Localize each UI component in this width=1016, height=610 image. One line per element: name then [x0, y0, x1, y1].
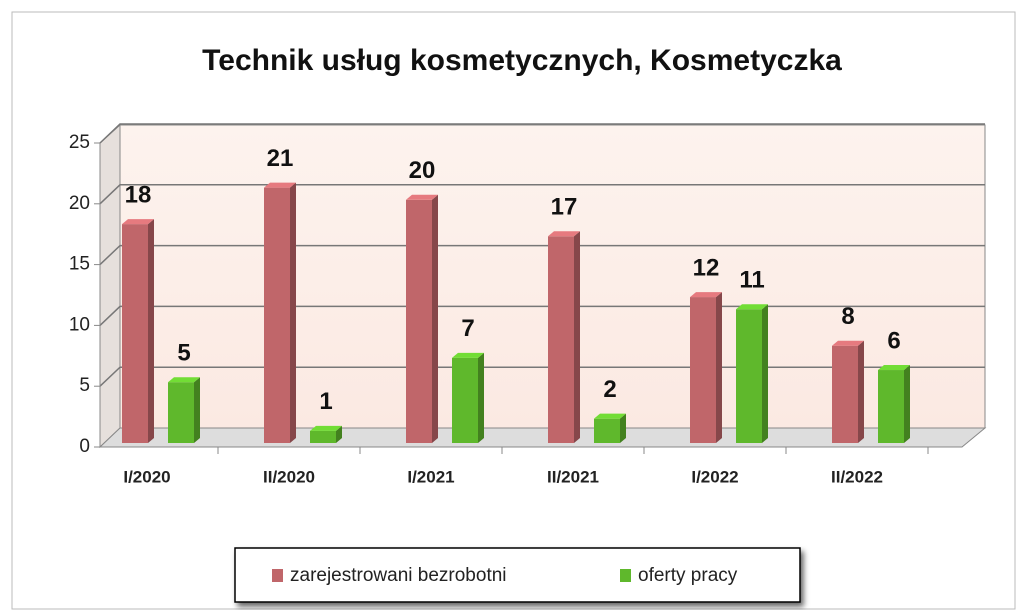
side-wall — [99, 123, 121, 449]
bar-front — [548, 236, 574, 443]
y-tick-label: 10 — [69, 314, 90, 335]
legend: zarejestrowani bezrobotni oferty pracy — [234, 547, 801, 603]
bar-side — [620, 413, 626, 443]
bar-front — [832, 345, 858, 443]
value-label: 7 — [461, 315, 474, 342]
bar-front — [310, 430, 336, 443]
bar-top — [310, 425, 342, 431]
legend-swatch — [272, 569, 283, 582]
bar-side — [148, 219, 154, 443]
y-tick-label: 25 — [69, 132, 90, 153]
y-tick-label: 0 — [79, 436, 90, 457]
bar-side — [858, 340, 864, 443]
bar-side — [478, 352, 484, 443]
bar — [548, 231, 580, 443]
bar-side — [194, 377, 200, 443]
bar-front — [122, 224, 148, 443]
bar-side — [904, 365, 910, 443]
bar — [168, 377, 200, 443]
legend-swatch — [620, 569, 631, 582]
x-tick-label: II/2020 — [263, 467, 315, 486]
bar-top — [594, 413, 626, 419]
legend-label: oferty pracy — [638, 565, 738, 586]
bar — [594, 413, 626, 443]
value-label: 2 — [603, 376, 616, 403]
value-label: 6 — [887, 327, 900, 354]
value-label: 18 — [125, 181, 152, 208]
bar — [832, 340, 864, 443]
bar-top — [264, 182, 296, 188]
bar-front — [690, 297, 716, 443]
bar — [406, 194, 438, 443]
bar-top — [406, 194, 438, 200]
bar — [264, 182, 296, 443]
x-tick-label: I/2020 — [123, 467, 170, 486]
value-label: 12 — [693, 254, 720, 281]
bar-top — [878, 365, 910, 371]
bar-front — [452, 357, 478, 443]
bar — [122, 219, 154, 443]
bar-side — [762, 304, 768, 443]
value-label: 1 — [319, 388, 332, 415]
x-tick-label: II/2021 — [547, 467, 599, 486]
x-tick-label: I/2021 — [407, 467, 454, 486]
grid-line — [99, 244, 985, 266]
value-label: 20 — [409, 157, 436, 184]
x-tick-label: II/2022 — [831, 467, 883, 486]
bar-top — [548, 231, 580, 237]
bar — [878, 365, 910, 443]
bar-top — [452, 352, 484, 358]
bar-front — [406, 199, 432, 443]
bar-top — [832, 340, 864, 346]
legend-box — [234, 547, 801, 603]
value-label: 21 — [267, 145, 294, 172]
value-label: 8 — [841, 303, 854, 330]
value-label: 11 — [739, 267, 764, 294]
x-tick-label: I/2022 — [691, 467, 738, 486]
bar-top — [168, 377, 200, 383]
bar-top — [690, 292, 722, 298]
bar-front — [594, 418, 620, 443]
bar-side — [432, 194, 438, 443]
chart-title: Technik usług kosmetycznych, Kosmetyczka — [202, 44, 842, 77]
y-tick-label: 5 — [79, 375, 90, 396]
y-tick-label: 20 — [69, 193, 90, 214]
y-tick-label: 15 — [69, 254, 90, 275]
grid-line — [99, 123, 985, 144]
bar-front — [264, 187, 290, 443]
legend-label: zarejestrowani bezrobotni — [290, 565, 507, 586]
bar — [736, 304, 768, 443]
bar-side — [290, 182, 296, 443]
bar — [310, 425, 342, 443]
bar — [690, 292, 722, 443]
value-label: 17 — [551, 194, 578, 221]
bar-front — [168, 382, 194, 443]
bar-side — [336, 425, 342, 443]
bar-front — [878, 370, 904, 443]
bar-side — [716, 292, 722, 443]
bar-top — [736, 304, 768, 310]
value-label: 5 — [177, 340, 190, 367]
bar-side — [574, 231, 580, 443]
bar-top — [122, 219, 154, 225]
grid-line — [99, 184, 985, 205]
bar-front — [736, 309, 762, 443]
bar — [452, 352, 484, 443]
